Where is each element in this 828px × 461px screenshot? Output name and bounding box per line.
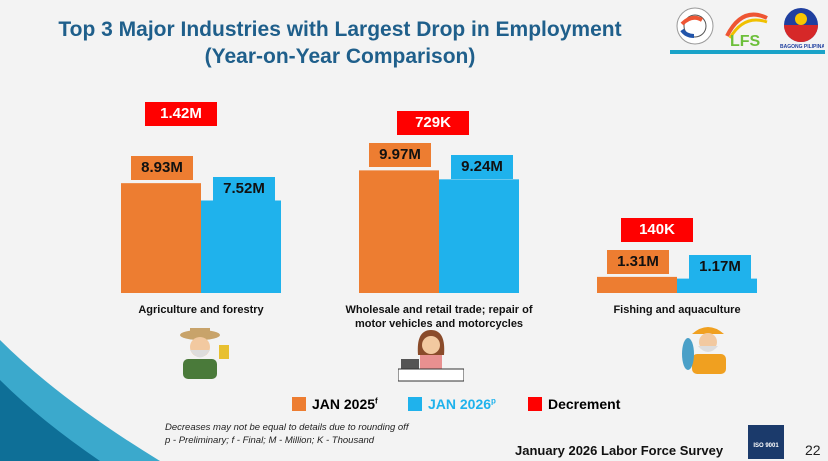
decrement-label: 1.42M [145,102,217,127]
value-label: 1.17M [689,254,751,279]
category-label: Agriculture and forestry [138,304,264,316]
page-number: 22 [805,442,821,458]
value-label: 9.97M [369,143,431,168]
legend-label: JAN 2025 [312,396,376,412]
legend-item-decrement: Decrement [528,396,620,412]
bar-jan2025 [597,276,677,293]
footnote-rounding: Decreases may not be equal to details du… [165,422,409,433]
legend-swatch [408,397,422,411]
svg-text:BAGONG PILIPINAS: BAGONG PILIPINAS [780,44,824,50]
legend-item-jan2025: JAN 2025f [292,396,378,412]
svg-text:LFS: LFS [730,33,761,48]
value-label: 1.31M [607,249,669,274]
bar-jan2026 [201,200,281,293]
farmer-icon [180,328,229,379]
category-label: Wholesale and retail trade; repair of mot… [345,304,533,330]
legend-swatch [528,397,542,411]
bar-jan2026 [439,179,519,293]
value-label: 7.52M [213,176,275,201]
legend-label: JAN 2026 [428,396,492,412]
fisherman-icon [682,327,726,374]
cashier-icon [398,330,464,382]
bar-jan2026 [677,278,757,293]
slide-subtitle: (Year-on-Year Comparison) [204,45,476,68]
psa-logo [676,7,714,45]
legend-superscript: p [491,396,496,406]
legend-item-jan2026: JAN 2026p [408,396,496,412]
value-label: 9.24M [451,155,513,180]
decrement-label: 140K [621,217,693,242]
slide-title: Top 3 Major Industries with Largest Drop… [58,18,622,41]
legend-label: Decrement [548,396,621,412]
value-label: 8.93M [131,156,193,181]
legend-superscript: f [375,396,378,406]
legend-swatch [292,397,306,411]
bar-jan2025 [359,170,439,293]
footnote-legend: p - Preliminary; f - Final; M - Million;… [165,435,375,446]
bagong-pilipinas-logo: BAGONG PILIPINAS [780,8,824,50]
iso-badge: ISO 9001 [748,425,784,459]
category-label: Fishing and aquaculture [613,304,741,316]
lfs-logo: LFS [725,12,768,48]
decrement-label: 729K [397,111,469,136]
bar-jan2025 [121,183,201,293]
footer-title: January 2026 Labor Force Survey [515,443,724,458]
